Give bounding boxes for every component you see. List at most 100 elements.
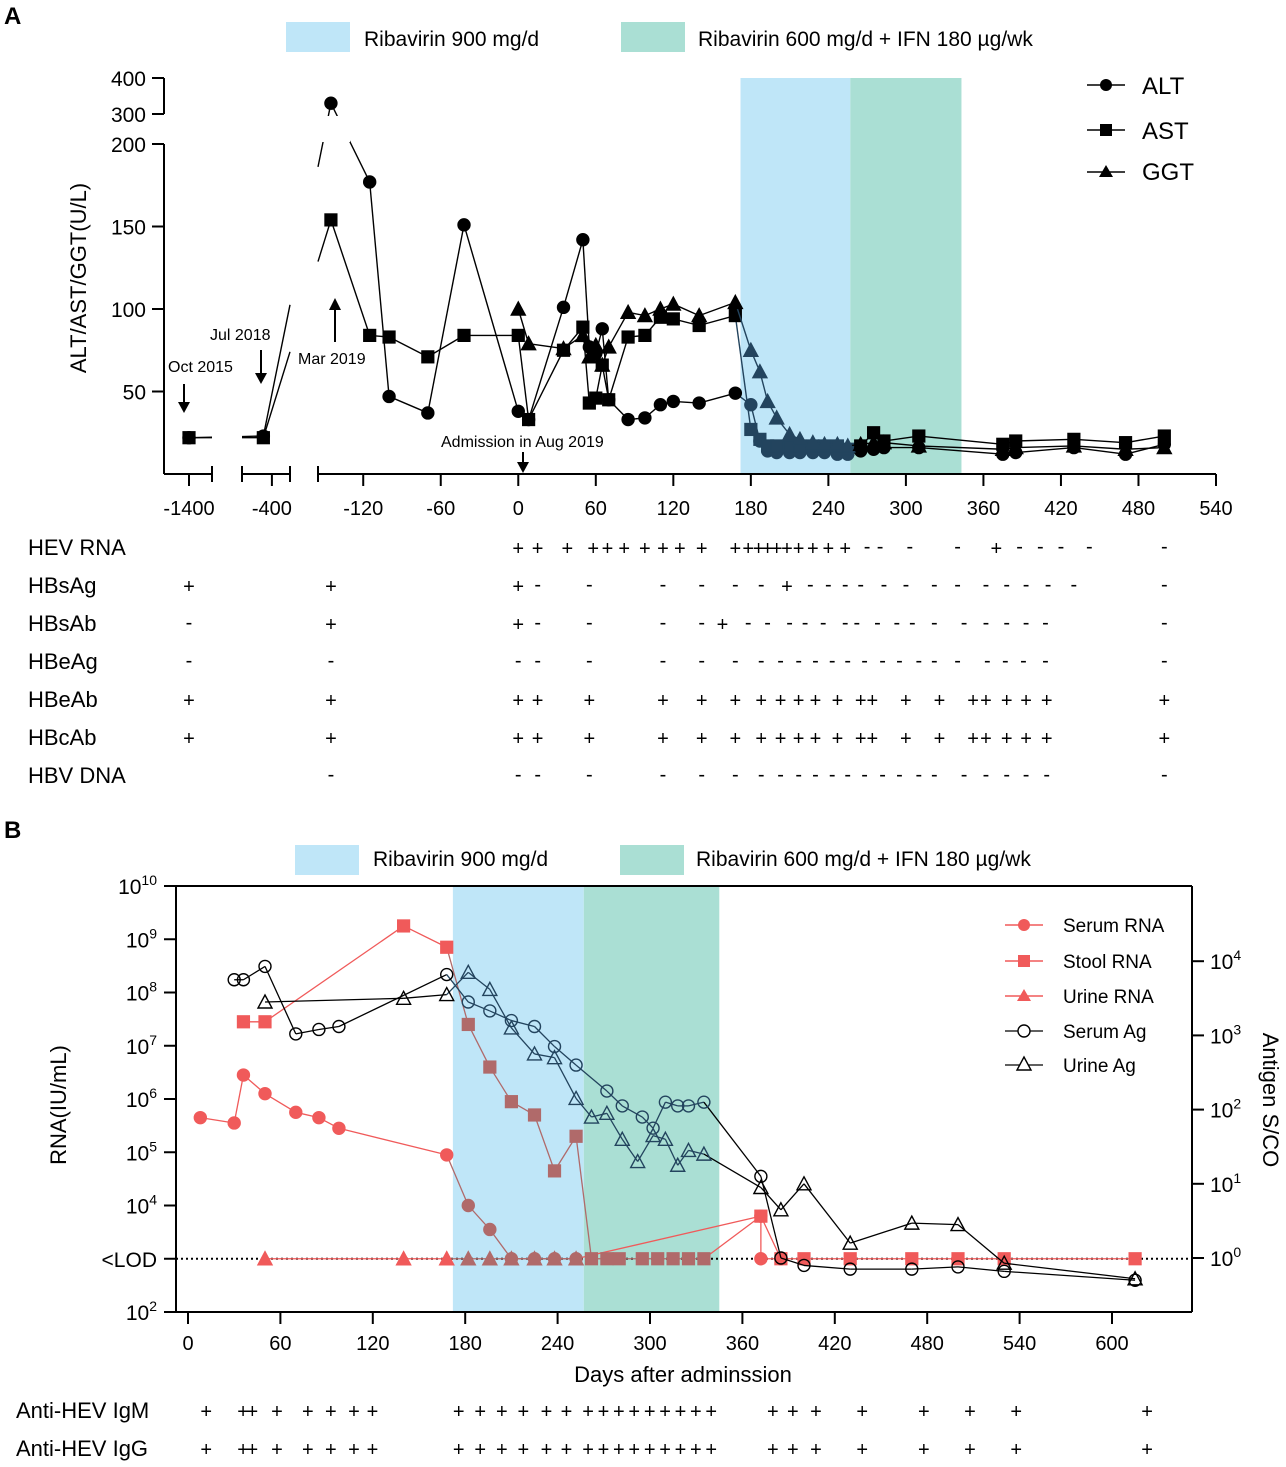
alt-point: [511, 404, 525, 418]
serology-cell: -: [896, 650, 903, 672]
serology-cell: -: [881, 574, 888, 596]
serology-cell: +: [325, 728, 337, 750]
antibody-cell: +: [271, 1439, 283, 1461]
ast-point: [421, 350, 435, 364]
serology-cell: -: [515, 650, 522, 672]
panel-b-y-label: RNA(IU/mL): [46, 1045, 71, 1165]
ggt-point: [636, 307, 654, 323]
serology-cell: +: [717, 614, 729, 636]
annotation-arrow-jul-2018: [255, 350, 267, 384]
y2-tick-exp: 4: [1233, 947, 1241, 963]
panel-b-label: B: [4, 817, 21, 844]
antibody-cell: +: [810, 1401, 822, 1423]
serology-cell: +: [807, 538, 819, 560]
serum-ag-point: [774, 1251, 788, 1265]
stool-rna-point: [461, 1017, 475, 1032]
alt-point: [421, 406, 435, 420]
stool-rna-point: [236, 1015, 251, 1029]
urine-ag-line-seg: [849, 1222, 913, 1244]
panel-a-plot: 50 100 150 200 300 400 -1400 -400 -120 -60 0 60 120 1…: [111, 68, 1233, 520]
antibody-cell: +: [302, 1401, 314, 1423]
ggt-point: [652, 300, 669, 316]
antibody-cell: +: [237, 1439, 249, 1461]
ggt-point: [727, 293, 744, 310]
urine-ag-line-seg: [467, 971, 491, 990]
stool-rna-point: [612, 1252, 626, 1266]
stool-rna-point: [547, 1164, 562, 1178]
serum-rna-point: [193, 1110, 208, 1125]
ggt-point: [768, 409, 785, 425]
antibody-cell: +: [856, 1401, 868, 1423]
serum-ag-point: [615, 1099, 629, 1113]
ggt-point: [555, 340, 572, 356]
ast-line-seg: [330, 219, 371, 336]
panel-b-plot: 1010109108107106105104<LOD10210410310210…: [102, 872, 1242, 1355]
panel-a-serology-table: HEV RNA + + + + + + + + + + + +++++ + + + + - - - - + - - - - -HBs…: [28, 535, 1170, 788]
antibody-cell: +: [348, 1401, 360, 1423]
serology-cell: -: [1023, 764, 1030, 786]
serology-cell: +: [618, 538, 630, 560]
antibody-cell: +: [453, 1401, 465, 1423]
y2-tick-base: 10: [1210, 1248, 1233, 1271]
serology-cell: -: [1003, 574, 1010, 596]
serology-cell: +: [183, 728, 195, 750]
serology-cell: -: [1043, 764, 1050, 786]
serology-cell: -: [857, 574, 864, 596]
serology-cell: +: [855, 690, 867, 712]
serum-ag-point: [671, 1099, 685, 1113]
antibody-cell: +: [200, 1401, 212, 1423]
ggt-line-seg: [918, 445, 1003, 450]
annotation-mar-2019: Mar 2019: [298, 351, 366, 368]
serology-cell: -: [1161, 536, 1168, 558]
urine-ag-point: [680, 1141, 697, 1158]
legend-b-ribavirin-ifn: Ribavirin 600 mg/d + IFN 180 µg/wk: [696, 848, 1031, 871]
ggt-point: [791, 430, 809, 447]
urine-ag-line-seg: [803, 1183, 851, 1244]
antibody-cell: +: [613, 1439, 625, 1461]
antibody-cell: +: [247, 1401, 259, 1423]
serum-ag-point: [258, 959, 272, 974]
urine-ag-point: [795, 1175, 813, 1191]
antibody-cell: +: [659, 1439, 671, 1461]
serology-cell: +: [730, 728, 742, 750]
serum-rna-point: [258, 1086, 272, 1101]
serology-cell: -: [1161, 612, 1168, 634]
antibody-cell: +: [1141, 1439, 1153, 1461]
serology-cell: -: [820, 612, 827, 634]
antibody-cell: +: [367, 1401, 379, 1423]
urine-ag-point: [614, 1130, 631, 1146]
serology-cell: +: [866, 690, 878, 712]
x-tick-label-0: 0: [513, 498, 524, 520]
stool-rna-point: [1128, 1252, 1142, 1266]
serology-cell: -: [906, 536, 913, 558]
serum-ag-line-seg: [468, 1001, 491, 1012]
ggt-point: [1065, 437, 1083, 453]
serology-cell: -: [1045, 574, 1052, 596]
stool-rna-point: [440, 940, 454, 954]
serum-ag-point: [461, 995, 475, 1009]
y-tick-base: <LOD: [102, 1249, 157, 1272]
serology-cell: -: [732, 574, 739, 596]
serology-cell: +: [657, 728, 669, 750]
urine-ag-point: [503, 1019, 520, 1035]
serology-cell: +: [657, 690, 669, 712]
ggt-line-seg: [883, 441, 919, 447]
serology-cell: +: [512, 614, 524, 636]
serum-ag-point: [547, 1039, 562, 1054]
y2-tick-exp: 1: [1233, 1170, 1241, 1186]
x-tick-label--60: -60: [426, 498, 455, 520]
ggt-point: [574, 326, 592, 343]
serology-cell: -: [534, 764, 541, 786]
x-tick-label-480: 480: [1122, 498, 1155, 520]
alt-point: [457, 218, 471, 232]
serology-cell: +: [183, 690, 195, 712]
antibody-cell: +: [302, 1439, 314, 1461]
ast-line-seg: [317, 219, 332, 262]
stool-rna-line-seg: [467, 1024, 491, 1068]
serum-ag-point: [951, 1260, 965, 1274]
y-tick-base: 10: [126, 929, 149, 952]
serology-cell: -: [660, 764, 667, 786]
x-tick-label-b: 600: [1095, 1333, 1128, 1355]
antibody-cell: +: [767, 1439, 779, 1461]
serology-cell: -: [954, 650, 961, 672]
